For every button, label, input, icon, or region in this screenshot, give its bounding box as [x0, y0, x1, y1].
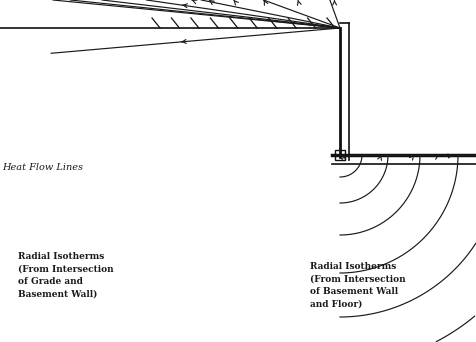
- Text: Radial Isotherms
(From Intersection
of Grade and
Basement Wall): Radial Isotherms (From Intersection of G…: [18, 252, 114, 299]
- Text: Heat Flow Lines: Heat Flow Lines: [2, 163, 83, 172]
- Bar: [335, 150, 345, 160]
- Text: Radial Isotherms
(From Intersection
of Basement Wall
and Floor): Radial Isotherms (From Intersection of B…: [310, 262, 406, 308]
